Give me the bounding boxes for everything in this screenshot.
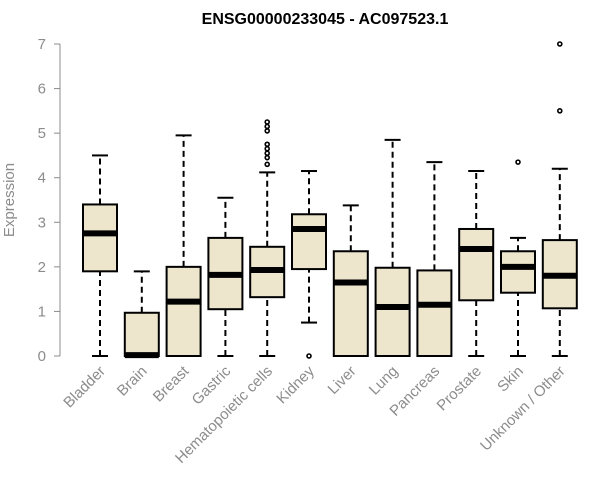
y-tick-label-6: 6	[38, 81, 46, 98]
iqr-box	[291, 213, 327, 271]
iqr-box	[500, 250, 536, 294]
outlier-point	[264, 145, 271, 152]
outlier-point	[264, 154, 271, 161]
box-prostate	[458, 170, 495, 357]
iqr-box	[416, 269, 453, 357]
box-bladder	[82, 154, 118, 357]
x-label-skin: Skin	[494, 363, 527, 396]
outlier-point	[556, 108, 563, 114]
y-axis-label: Expression	[1, 163, 18, 237]
box-breast	[165, 134, 202, 358]
x-label-kidney: Kidney	[273, 362, 318, 407]
chart-title: ENSG00000233045 - AC097523.1	[202, 11, 449, 28]
x-label-prostate: Prostate	[433, 363, 485, 415]
x-label-bladder: Bladder	[60, 363, 109, 412]
outlier-point	[264, 128, 271, 134]
box-skin	[500, 159, 536, 357]
iqr-box	[165, 265, 202, 358]
y-tick-label-7: 7	[38, 36, 46, 53]
x-label-brain: Brain	[114, 363, 151, 400]
y-tick-label-2: 2	[38, 259, 46, 276]
y-axis: 0 1 2 3 4 5 6 7	[38, 36, 61, 365]
box-lung	[374, 138, 411, 357]
box-hematopoietic-cells	[249, 119, 286, 357]
outlier-point	[515, 159, 521, 165]
box-brain	[123, 270, 160, 359]
outlier-point	[264, 123, 271, 130]
y-tick-label-0: 0	[38, 348, 46, 365]
y-tick-label-4: 4	[38, 170, 46, 187]
x-label-breast: Breast	[150, 362, 193, 405]
box-pancreas	[416, 161, 453, 357]
outlier-point	[264, 161, 271, 168]
iqr-box	[123, 311, 160, 358]
box-unknown-other	[541, 41, 578, 357]
boxes-group	[82, 41, 578, 359]
outlier-point	[556, 41, 563, 47]
y-tick-label-1: 1	[38, 303, 46, 320]
iqr-box	[374, 266, 411, 357]
outlier-point	[264, 150, 271, 156]
y-tick-label-5: 5	[38, 125, 46, 142]
box-liver	[332, 204, 369, 357]
box-gastric	[207, 196, 244, 357]
outlier-point	[264, 141, 271, 148]
iqr-box	[458, 227, 495, 302]
iqr-box	[332, 250, 369, 357]
outlier-point	[264, 119, 271, 125]
iqr-box	[82, 203, 118, 273]
x-label-liver: Liver	[325, 363, 360, 398]
x-label-lung: Lung	[366, 363, 402, 399]
outlier-point	[306, 353, 312, 359]
box-kidney	[291, 170, 327, 359]
y-tick-label-3: 3	[38, 214, 46, 231]
